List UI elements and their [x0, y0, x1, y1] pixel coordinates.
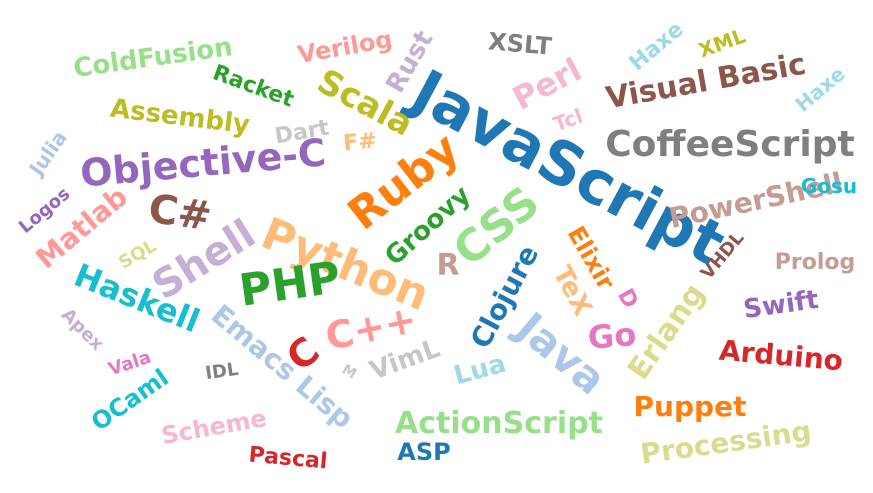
word-racket: Racket	[209, 60, 298, 113]
word-fsharp: F#	[342, 128, 378, 157]
word-julia: Julia	[24, 126, 72, 180]
word-tcl: Tcl	[549, 103, 587, 137]
word-php: PHP	[236, 252, 344, 317]
word-gosu: Gosu	[800, 174, 858, 198]
word-m: M	[338, 361, 360, 383]
word-coffeescript: CoffeeScript	[605, 124, 855, 165]
word-swift: Swift	[741, 284, 821, 326]
word-xslt: XSLT	[487, 27, 553, 61]
word-actionscript: ActionScript	[395, 406, 603, 441]
word-idl: IDL	[204, 358, 240, 385]
word-prolog: Prolog	[774, 250, 856, 275]
word-assembly: Assembly	[108, 93, 252, 141]
word-processing: Processing	[638, 414, 814, 471]
word-xml: XML	[695, 23, 749, 63]
word-arduino: Arduino	[717, 333, 845, 378]
word-lua: Lua	[450, 348, 510, 392]
word-go: Go	[586, 314, 638, 358]
word-puppet: Puppet	[633, 390, 747, 423]
word-r: R	[436, 248, 460, 283]
word-haxe: Haxe	[624, 16, 689, 77]
word-verilog: Verilog	[295, 24, 395, 70]
word-csharp: C#	[145, 185, 215, 241]
word-pascal: Pascal	[247, 442, 329, 475]
word-scheme: Scheme	[159, 403, 269, 451]
word-apex: Apex	[57, 304, 108, 355]
word-coldfusion: ColdFusion	[71, 31, 235, 85]
word-d: D	[612, 284, 643, 313]
word-asp: ASP	[397, 438, 451, 466]
